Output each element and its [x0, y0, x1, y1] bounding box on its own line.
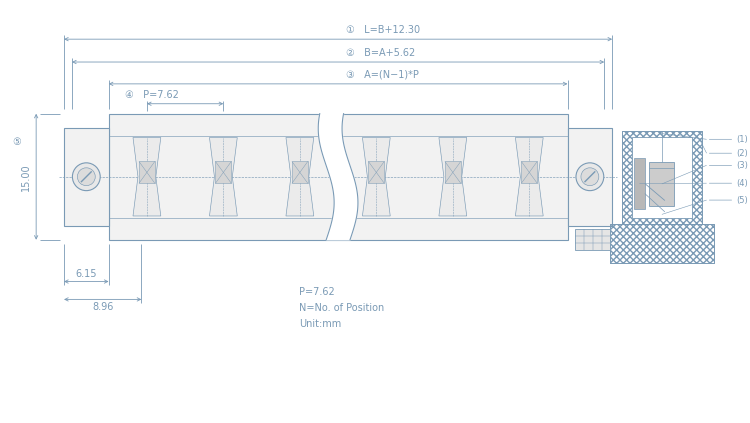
- Text: 15.00: 15.00: [21, 163, 32, 190]
- Bar: [610, 224, 713, 263]
- Bar: [215, 162, 231, 183]
- Bar: [139, 162, 154, 183]
- Bar: [521, 162, 537, 183]
- Text: Unit:mm: Unit:mm: [299, 319, 341, 329]
- Polygon shape: [439, 137, 466, 216]
- Text: ②   B=A+5.62: ② B=A+5.62: [346, 48, 416, 58]
- Bar: [632, 137, 692, 218]
- Circle shape: [576, 163, 604, 191]
- Text: N=No. of Position: N=No. of Position: [299, 303, 385, 313]
- Polygon shape: [286, 137, 314, 216]
- Circle shape: [581, 168, 598, 186]
- Bar: [568, 128, 612, 226]
- Text: (2): (2): [736, 149, 748, 158]
- Bar: [292, 162, 308, 183]
- Bar: [368, 162, 384, 183]
- Text: ③   A=(N−1)*P: ③ A=(N−1)*P: [346, 70, 419, 80]
- Text: (3): (3): [736, 161, 748, 170]
- Text: (1): (1): [736, 135, 748, 144]
- Bar: [622, 132, 701, 224]
- Text: ⑤: ⑤: [12, 137, 21, 147]
- Bar: [109, 114, 568, 240]
- Text: ④   P=7.62: ④ P=7.62: [125, 90, 179, 100]
- Circle shape: [73, 163, 100, 191]
- Bar: [634, 158, 645, 209]
- Text: (5): (5): [736, 195, 748, 205]
- Polygon shape: [133, 137, 160, 216]
- Text: ①   L=B+12.30: ① L=B+12.30: [346, 25, 420, 35]
- Polygon shape: [209, 137, 237, 216]
- Text: (4): (4): [736, 179, 748, 188]
- Circle shape: [77, 168, 95, 186]
- Bar: [64, 128, 109, 226]
- Text: 8.96: 8.96: [92, 302, 113, 312]
- Polygon shape: [362, 137, 390, 216]
- Bar: [575, 229, 610, 250]
- Bar: [610, 224, 713, 263]
- Polygon shape: [318, 114, 358, 240]
- Bar: [445, 162, 460, 183]
- Bar: [650, 162, 674, 206]
- Bar: [622, 132, 701, 224]
- Polygon shape: [515, 137, 543, 216]
- Text: P=7.62: P=7.62: [299, 288, 335, 297]
- Text: 6.15: 6.15: [76, 269, 97, 278]
